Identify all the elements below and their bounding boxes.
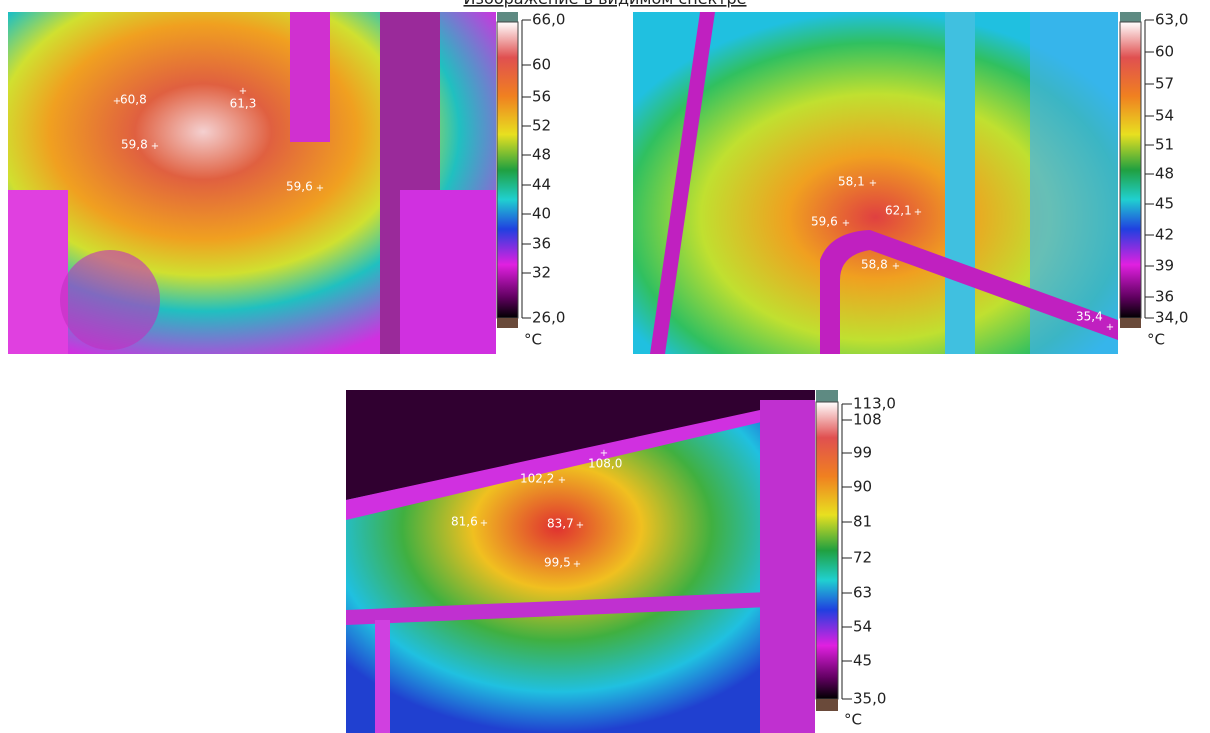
scale-label: 42 bbox=[1155, 226, 1174, 244]
scale-label: 60 bbox=[1155, 43, 1174, 61]
scale-label: 48 bbox=[1155, 165, 1174, 183]
scale-label: 35,0 bbox=[853, 690, 886, 708]
scale-label: 52 bbox=[532, 117, 551, 135]
visible-spectrum-link[interactable]: Изображение в видимом спектре bbox=[463, 0, 746, 8]
scale-label: 51 bbox=[1155, 136, 1174, 154]
scale-label: 44 bbox=[532, 176, 551, 194]
scale-label: 99 bbox=[853, 444, 872, 462]
temperature-point: 83,7 bbox=[547, 517, 574, 531]
scale-label: 40 bbox=[532, 205, 551, 223]
point-marker: + bbox=[914, 207, 922, 218]
scale-unit: °C bbox=[524, 331, 542, 349]
temperature-point: 35,4 bbox=[1076, 310, 1103, 324]
scale-label: 63 bbox=[853, 584, 872, 602]
scale-label: 45 bbox=[1155, 195, 1174, 213]
scale-label: 32 bbox=[532, 264, 551, 282]
temperature-point: 59,6 bbox=[811, 215, 838, 229]
scale-label: 57 bbox=[1155, 75, 1174, 93]
scale-label: 26,0 bbox=[532, 309, 565, 327]
point-marker: + bbox=[151, 141, 159, 152]
scale-label: 45 bbox=[853, 652, 872, 670]
temperature-point: 58,1 bbox=[838, 175, 865, 189]
temperature-point: 59,8 bbox=[121, 138, 148, 152]
temperature-point: 59,6 bbox=[286, 180, 313, 194]
thermal-report: Изображение в видимом спектре 66,0 60 56 52… bbox=[0, 0, 1210, 733]
temperature-point: 81,6 bbox=[451, 515, 478, 529]
temperature-point: 60,8 bbox=[120, 93, 147, 107]
point-marker: + bbox=[869, 178, 877, 189]
temperature-point: 61,3 bbox=[230, 97, 257, 111]
temperature-point: 99,5 bbox=[544, 556, 571, 570]
scale-label: 63,0 bbox=[1155, 11, 1188, 29]
point-marker: + bbox=[892, 261, 900, 272]
temperature-point: 102,2 bbox=[520, 472, 554, 486]
thermal-image bbox=[8, 12, 496, 354]
scale-label: 60 bbox=[532, 56, 551, 74]
scale-unit: °C bbox=[1147, 331, 1165, 349]
scale-label: 54 bbox=[853, 618, 872, 636]
scale-label: 90 bbox=[853, 478, 872, 496]
temperature-point: 108,0 bbox=[588, 457, 622, 471]
point-marker: + bbox=[842, 218, 850, 229]
scale-label: 36 bbox=[532, 235, 551, 253]
temperature-point: 58,8 bbox=[861, 258, 888, 272]
point-marker: + bbox=[576, 520, 584, 531]
point-marker: + bbox=[1106, 322, 1114, 333]
point-marker: + bbox=[573, 559, 581, 570]
scale-label: 48 bbox=[532, 146, 551, 164]
scale-label: 54 bbox=[1155, 107, 1174, 125]
scale-unit: °C bbox=[844, 711, 862, 729]
scale-label: 36 bbox=[1155, 288, 1174, 306]
scale-label: 39 bbox=[1155, 257, 1174, 275]
scale-label: 108 bbox=[853, 411, 882, 429]
point-marker: + bbox=[558, 475, 566, 486]
point-marker: + bbox=[239, 86, 247, 97]
scale-label: 81 bbox=[853, 513, 872, 531]
temperature-point: 62,1 bbox=[885, 204, 912, 218]
point-marker: + bbox=[480, 518, 488, 529]
scale-label: 66,0 bbox=[532, 11, 565, 29]
scale-label: 56 bbox=[532, 88, 551, 106]
scale-label: 72 bbox=[853, 549, 872, 567]
scale-label: 34,0 bbox=[1155, 309, 1188, 327]
point-marker: + bbox=[316, 183, 324, 194]
